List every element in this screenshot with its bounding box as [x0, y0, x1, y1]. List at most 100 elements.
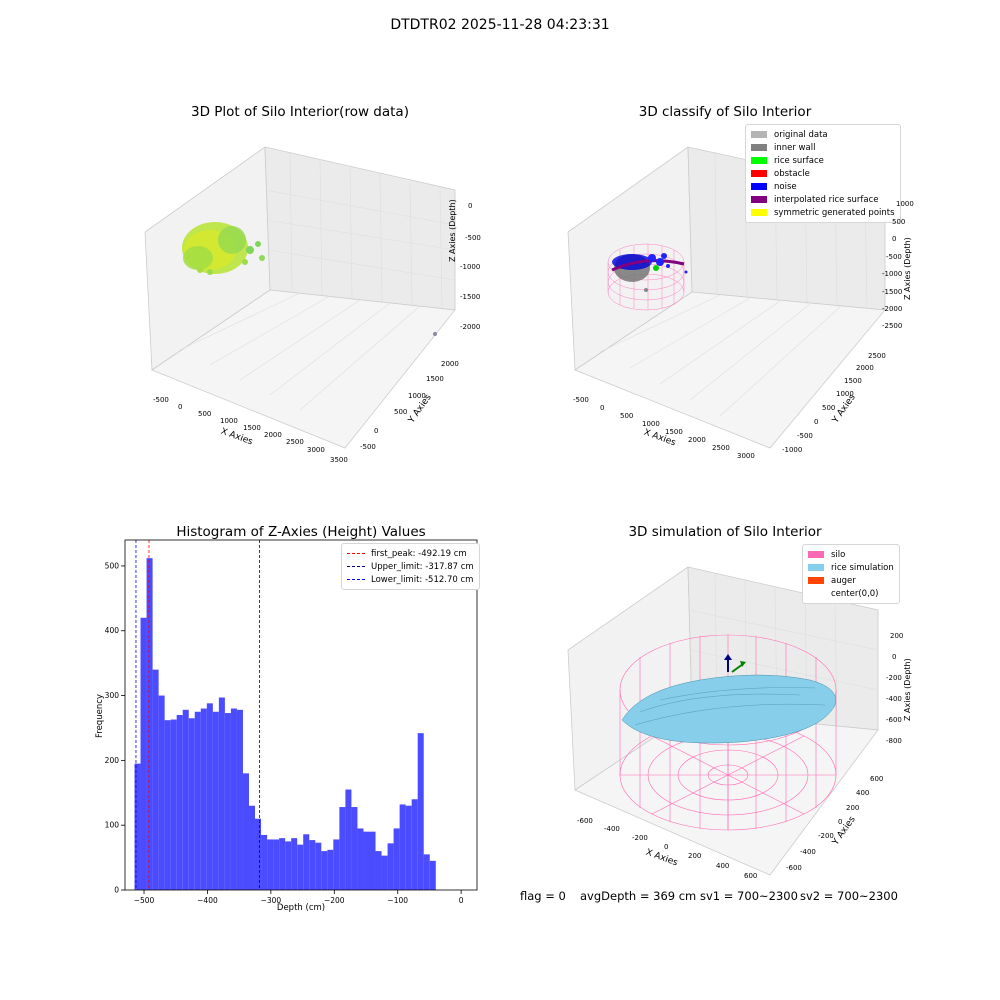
legend-label: Lower_limit: -512.70 cm: [371, 574, 474, 585]
histogram-bar: [140, 617, 147, 890]
simulation-ytick: 600: [870, 775, 884, 783]
legend-swatch: [808, 577, 824, 584]
histogram-x-tick-label: −400: [197, 896, 218, 905]
raw-point-cloud: [182, 222, 437, 336]
raw-plot-title: 3D Plot of Silo Interior(row data): [191, 104, 409, 120]
raw-xtick: 1000: [220, 417, 238, 425]
legend-swatch: [808, 551, 824, 558]
legend-label: obstacle: [774, 168, 810, 179]
raw-ztick: -1500: [460, 293, 481, 301]
simulation-ztick: 200: [890, 632, 904, 640]
legend-item: rice simulation: [808, 561, 894, 574]
classify-xtick: 3000: [737, 452, 755, 460]
histogram-bar: [230, 708, 237, 890]
simulation-ztick: -600: [886, 716, 902, 724]
legend-swatch: [751, 157, 767, 164]
histogram-bar: [146, 558, 153, 890]
raw-ytick: 1500: [426, 375, 444, 383]
histogram-bar: [242, 773, 249, 890]
histogram-bar: [291, 838, 298, 890]
legend-label: silo: [831, 549, 846, 560]
raw-xtick: 0: [178, 403, 183, 411]
histogram-title: Histogram of Z-Axies (Height) Values: [176, 524, 426, 540]
classify-xtick: 1500: [665, 428, 683, 436]
classify-xtick: -500: [573, 396, 589, 404]
histogram-bar: [182, 709, 189, 890]
legend-item: obstacle: [751, 167, 895, 180]
classify-ztick: 0: [892, 235, 897, 243]
legend-item: Upper_limit: -317.87 cm: [347, 560, 474, 573]
simulation-z-label: Z Axies (Depth): [903, 658, 912, 721]
classify-points: [611, 253, 688, 292]
classify-xtick: 2000: [688, 436, 706, 444]
figure-title: DTDTR02 2025-11-28 04:23:31: [390, 17, 610, 33]
histogram-bar: [164, 720, 171, 890]
status-flag: flag = 0: [520, 889, 566, 903]
legend-label: interpolated rice surface: [774, 194, 879, 205]
legend-line: [347, 553, 365, 554]
histogram-bar: [248, 805, 256, 890]
histogram-bar: [345, 789, 352, 890]
classify-xtick: 500: [620, 412, 634, 420]
legend-item: symmetric generated points: [751, 206, 895, 219]
legend-item: center(0,0): [808, 587, 894, 600]
legend-line: [347, 566, 365, 567]
legend-swatch: [751, 170, 767, 177]
classify-ztick: -2000: [882, 305, 903, 313]
legend-item: Lower_limit: -512.70 cm: [347, 573, 474, 586]
histogram-bar: [188, 718, 195, 890]
legend-label: rice surface: [774, 155, 824, 166]
histogram-bar: [194, 711, 201, 890]
raw-xtick: 3500: [330, 456, 348, 464]
simulation-ytick: -400: [800, 848, 816, 856]
histogram-bar: [261, 834, 268, 890]
histogram-bar: [399, 804, 406, 890]
classify-ztick: -500: [886, 253, 902, 261]
classify-ztick: -1000: [882, 270, 903, 278]
classify-ytick: -1000: [782, 446, 803, 454]
classify-legend: original data inner wall rice surface ob…: [745, 124, 901, 223]
classify-ztick: 1000: [896, 200, 914, 208]
histogram-legend: first_peak: -492.19 cm Upper_limit: -317…: [341, 543, 480, 590]
histogram-bar: [200, 708, 207, 890]
classify-ytick: 1000: [836, 390, 854, 398]
raw-gridlines: [179, 151, 456, 411]
simulation-ztick: -800: [886, 737, 902, 745]
histogram-x-label: Depth (cm): [276, 903, 326, 913]
histogram-bar: [423, 854, 430, 890]
histogram-bar: [255, 818, 262, 890]
raw-xtick: 2000: [264, 431, 282, 439]
histogram-bar: [327, 849, 334, 890]
legend-item: rice surface: [751, 154, 895, 167]
legend-label: auger: [831, 575, 856, 586]
simulation-xtick: 0: [664, 843, 669, 851]
simulation-plot-title: 3D simulation of Silo Interior: [628, 524, 822, 540]
simulation-ytick: 200: [846, 804, 860, 812]
histogram-threshold-lines: [135, 540, 260, 890]
legend-label: first_peak: -492.19 cm: [371, 548, 467, 559]
legend-line: [347, 579, 365, 580]
legend-swatch: [808, 564, 824, 571]
histogram-bar: [158, 695, 165, 890]
simulation-xtick: 200: [688, 852, 702, 860]
histogram-y-tick-label: 500: [105, 561, 120, 570]
histogram-bar: [236, 709, 243, 890]
status-sv1: sv1 = 700~2300: [700, 889, 798, 903]
raw-ztick: -2000: [460, 323, 481, 331]
histogram-bar: [333, 839, 340, 890]
raw-3d-axes-box: [144, 146, 456, 449]
simulation-ztick: -400: [886, 695, 902, 703]
raw-ztick: -500: [465, 234, 481, 242]
histogram-y-tick-label: 200: [105, 756, 120, 765]
histogram-y-tick-label: 400: [105, 626, 120, 635]
histogram-bar: [429, 860, 436, 890]
classify-plot-title: 3D classify of Silo Interior: [638, 104, 812, 120]
histogram-bar: [405, 805, 412, 890]
histogram-x-tick-label: 0: [459, 896, 464, 905]
simulation-ytick: 400: [856, 789, 870, 797]
classify-ytick: 1500: [844, 377, 862, 385]
histogram-bars: [134, 558, 436, 890]
histogram-bar: [369, 831, 376, 890]
raw-xtick: -500: [153, 396, 169, 404]
